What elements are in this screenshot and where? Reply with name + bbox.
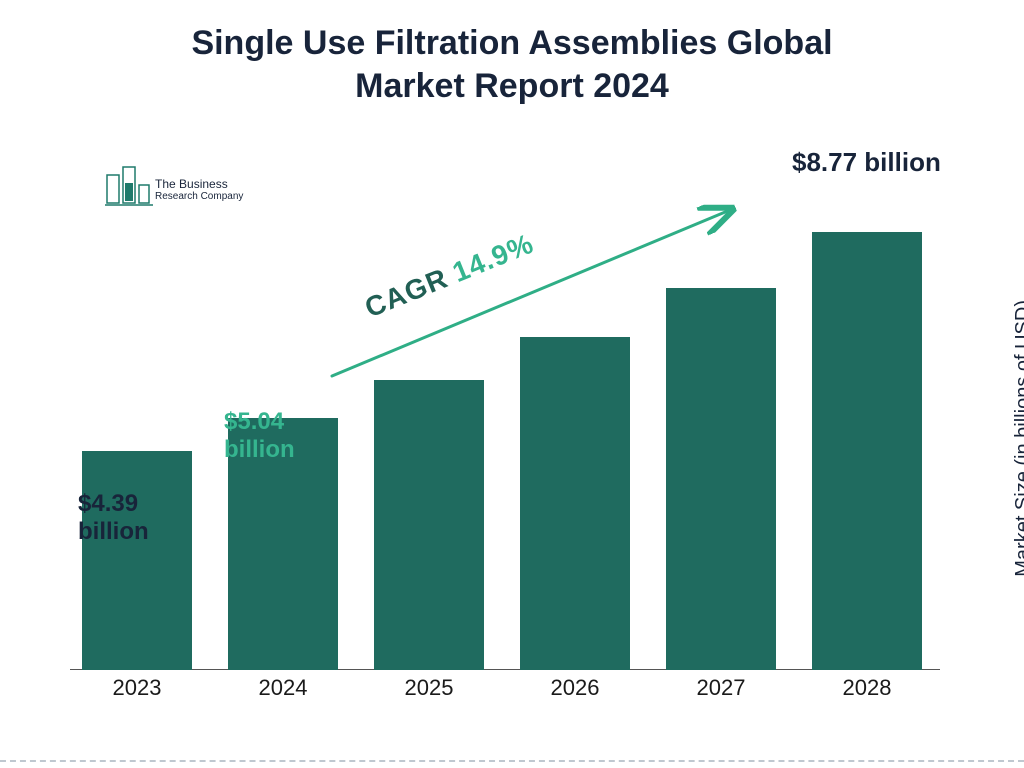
bar-2028 [812,232,922,671]
plot-area [70,150,940,670]
x-label-2026: 2026 [520,675,630,701]
x-axis-line [70,669,940,670]
bar-2027 [666,288,776,671]
value-label-0: $4.39billion [78,490,149,545]
title-line1: Single Use Filtration Assemblies Global [0,22,1024,65]
bar-2026 [520,337,630,671]
x-label-2023: 2023 [82,675,192,701]
value-label-2: $8.77 billion [792,148,941,178]
footer-divider [0,760,1024,762]
bar-2025 [374,380,484,670]
title-line2: Market Report 2024 [0,65,1024,108]
x-axis-labels: 2023 2024 2025 2026 2027 2028 [70,675,940,705]
x-label-2028: 2028 [812,675,922,701]
bar-chart: 2023 2024 2025 2026 2027 2028 [70,150,940,710]
bar-2023 [82,451,192,671]
value-label-1: $5.04billion [224,408,295,463]
chart-title: Single Use Filtration Assemblies Global … [0,22,1024,107]
x-label-2027: 2027 [666,675,776,701]
y-axis-label: Market Size (in billions of USD) [1012,300,1024,577]
x-label-2025: 2025 [374,675,484,701]
x-label-2024: 2024 [228,675,338,701]
